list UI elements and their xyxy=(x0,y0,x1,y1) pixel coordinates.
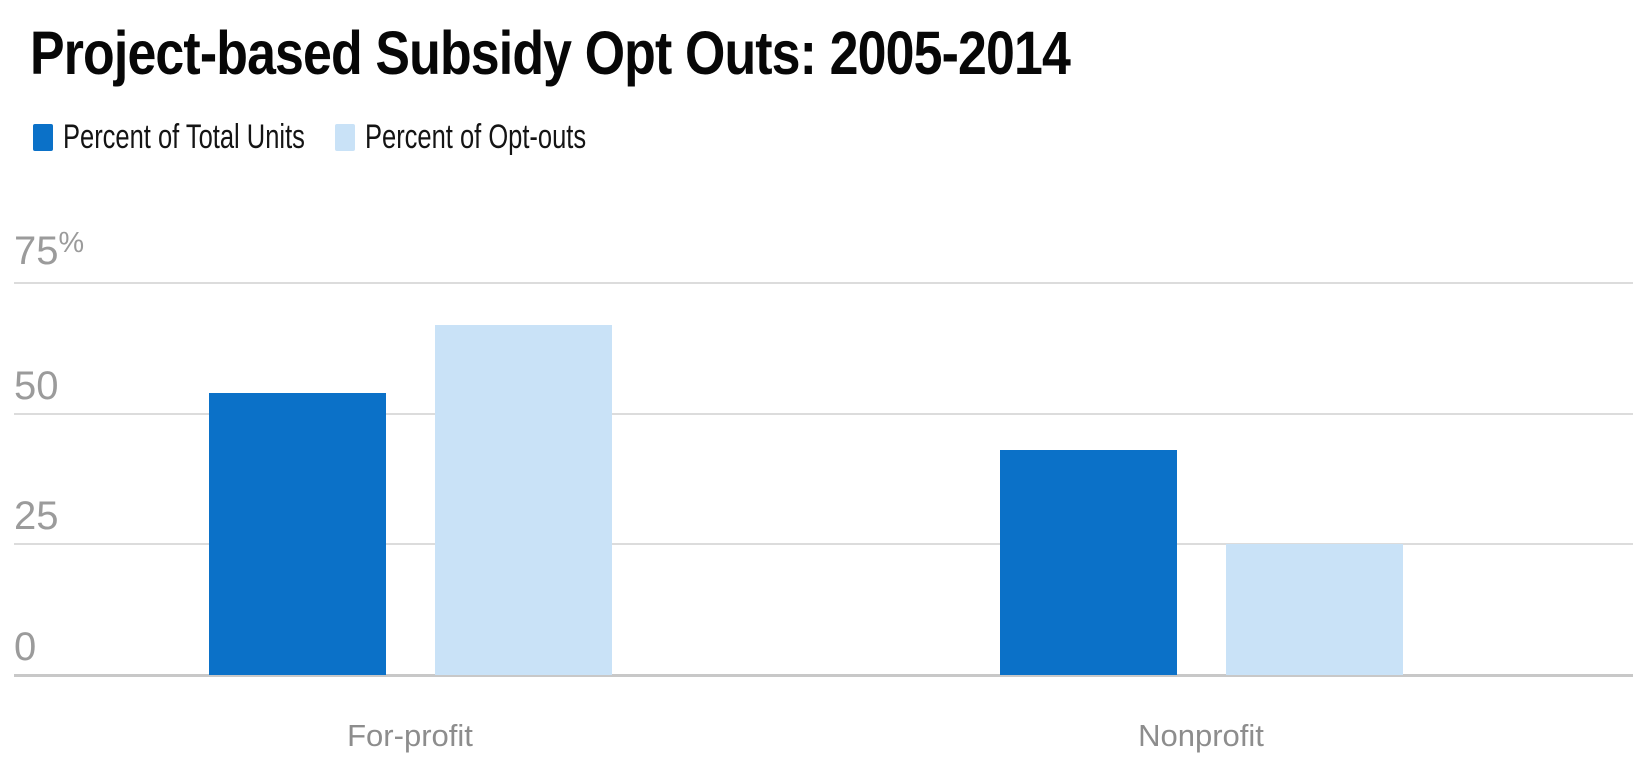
percent-sign: % xyxy=(58,227,85,260)
legend-label-percent-of-total-units: Percent of Total Units xyxy=(63,117,305,156)
y-tick-label-50: 50 xyxy=(14,363,59,408)
y-tick-label-75: 75% xyxy=(14,227,85,273)
legend-item-percent-of-total-units: Percent of Total Units xyxy=(33,118,386,156)
y-tick-label-25: 25 xyxy=(14,494,59,539)
legend-item-percent-of-opt-outs: Percent of Opt-outs xyxy=(335,118,660,156)
gridline-25 xyxy=(14,543,1633,546)
chart-title: Project-based Subsidy Opt Outs: 2005-201… xyxy=(30,19,1071,87)
legend-swatch-percent-of-total-units xyxy=(33,123,53,151)
x-label-for-profit: For-profit xyxy=(347,718,473,753)
legend-label-percent-of-opt-outs: Percent of Opt-outs xyxy=(365,117,587,156)
bar-for-profit-percent-of-total-units xyxy=(208,392,386,675)
legend-swatch-percent-of-opt-outs xyxy=(335,123,355,151)
gridline-50 xyxy=(14,412,1633,415)
x-label-nonprofit: Nonprofit xyxy=(1138,718,1264,753)
gridline-75 xyxy=(14,282,1633,284)
bar-nonprofit-percent-of-opt-outs xyxy=(1225,544,1403,675)
legend: Percent of Total Units Percent of Opt-ou… xyxy=(0,118,1647,162)
bar-nonprofit-percent-of-total-units xyxy=(999,450,1177,675)
gridline-0 xyxy=(14,674,1633,677)
y-tick-label-0: 0 xyxy=(14,625,37,669)
bar-for-profit-percent-of-opt-outs xyxy=(434,324,612,675)
